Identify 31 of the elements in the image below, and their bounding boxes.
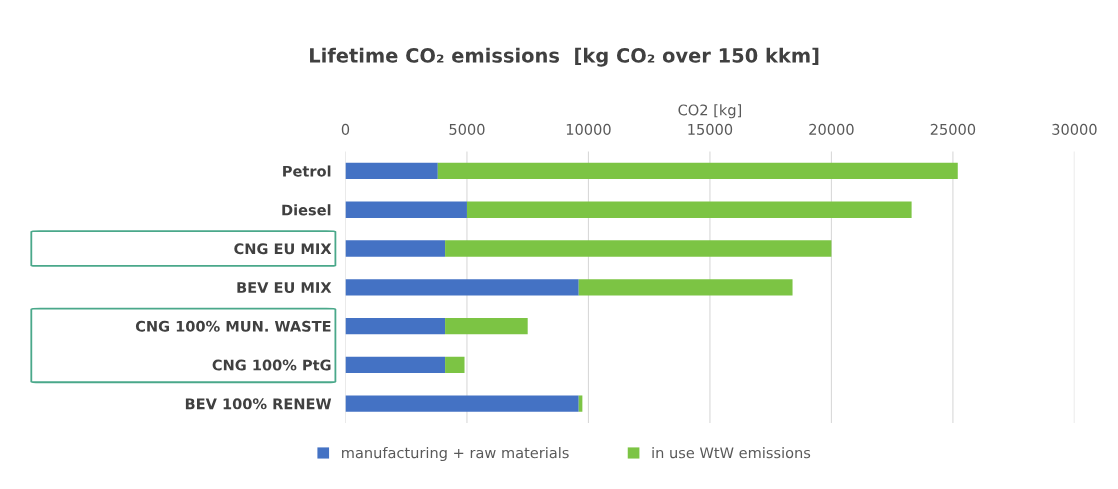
- y-tick-label: Diesel: [282, 204, 331, 216]
- x-axis-title: CO2 [kg]: [678, 104, 741, 119]
- chart-title: Lifetime CO₂ emissions [kg CO₂ over 150 kkm]: [310, 47, 819, 67]
- x-tick-label: 5000: [449, 123, 485, 135]
- bar: [466, 201, 912, 218]
- x-tick-label: 30000: [1052, 123, 1097, 135]
- y-tick-label: BEV 100% RENEW: [185, 398, 332, 410]
- bar: [345, 279, 579, 296]
- bar: [437, 162, 958, 180]
- legend-label: in use WtW emissions: [652, 446, 811, 459]
- bar: [345, 395, 579, 412]
- x-tick-label: 10000: [566, 123, 611, 135]
- bar: [345, 356, 446, 373]
- y-tick-label: BEV EU MIX: [237, 282, 332, 294]
- bar: [445, 356, 465, 373]
- y-tick-label: Petrol: [283, 165, 331, 177]
- y-tick-label: CNG 100% MUN. WASTE: [135, 320, 331, 332]
- bar: [578, 279, 793, 296]
- y-tick-label: CNG 100% PtG: [212, 359, 331, 371]
- x-tick-label: 25000: [930, 123, 976, 135]
- x-tick-label: 20000: [809, 123, 854, 135]
- legend-label: manufacturing + raw materials: [342, 446, 569, 462]
- bar: [345, 317, 446, 335]
- bar: [445, 317, 528, 335]
- bar: [445, 240, 832, 257]
- y-tick-label: CNG EU MIX: [234, 243, 332, 255]
- x-tick-label: 15000: [688, 123, 733, 135]
- bar: [345, 162, 438, 180]
- bar: [345, 201, 467, 218]
- x-tick-label: 0: [341, 123, 350, 135]
- bar: [345, 240, 446, 257]
